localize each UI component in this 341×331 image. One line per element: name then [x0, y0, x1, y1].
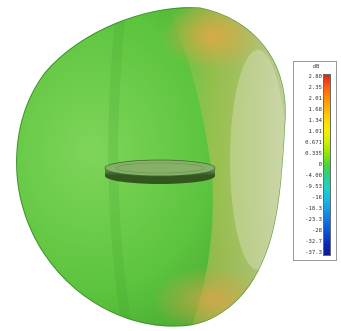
legend-tick-label: 0.335 — [305, 151, 322, 157]
legend-tick-label: 1.01 — [308, 129, 322, 135]
legend-tick-label: -16 — [311, 195, 322, 201]
legend-tick-label: -23.3 — [305, 217, 322, 223]
legend-tick-label: -28 — [311, 228, 322, 234]
legend-tick-label: 2.35 — [308, 85, 322, 91]
legend-tick-label: 0.671 — [305, 140, 322, 146]
legend-unit: dB — [312, 64, 320, 70]
legend-tick-label: 2.80 — [308, 74, 322, 80]
legend-tick-label: -4.00 — [305, 173, 322, 179]
legend-tick-label: 1.68 — [308, 107, 322, 113]
legend-tick-label: 1.34 — [308, 118, 322, 124]
legend-tick-label: -18.3 — [305, 206, 322, 212]
color-scale-legend: dB 2.80 2.35 2.01 1.68 1.34 1.01 0.671 0.335 0 -4… — [293, 61, 337, 261]
legend-tick-label: -37.3 — [305, 250, 322, 256]
legend-tick-label: 0 — [318, 162, 322, 168]
color-scale-bar — [323, 74, 331, 256]
legend-tick-label: -32.7 — [305, 239, 322, 245]
disc-antenna — [104, 159, 216, 184]
legend-tick-label: 2.01 — [308, 96, 322, 102]
legend-tick-labels: 2.80 2.35 2.01 1.68 1.34 1.01 0.671 0.335 0 -4.00… — [296, 74, 322, 256]
legend-tick-label: -9.53 — [305, 184, 322, 190]
